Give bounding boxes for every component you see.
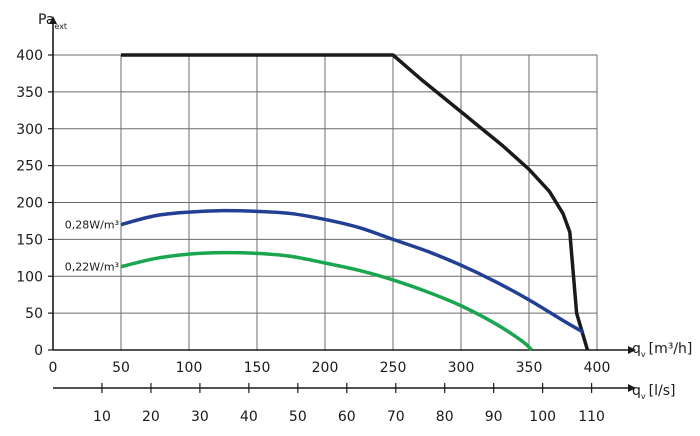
series-label-1: 0,28W/m³ <box>65 219 119 232</box>
x-tick-label: 100 <box>176 360 203 376</box>
x-tick-label: 250 <box>380 360 407 376</box>
y-axis-arrow <box>49 16 57 24</box>
y-tick-label: 300 <box>16 122 43 138</box>
x-tick-label: 0 <box>49 360 58 376</box>
series-label-2: 0,22W/m³ <box>65 261 119 274</box>
series-lines: 0,28W/m³ 0,22W/m³ <box>65 53 590 352</box>
y-tick-label: 100 <box>16 269 43 285</box>
x-tick-label: 400 <box>584 360 611 376</box>
secondary-x-tick-label: 60 <box>338 409 356 425</box>
secondary-x-tick-label: 110 <box>578 409 605 425</box>
y-axis-label: Paext <box>38 12 67 31</box>
axes: 0 50 100 150 200 250 300 350 400 0 50 100 150 200 250 3… <box>16 16 636 425</box>
x-tick-label: 50 <box>112 360 130 376</box>
secondary-x-tick-label: 90 <box>485 409 503 425</box>
x-axis-label: qv [m³/h] <box>632 341 692 359</box>
x-axis-arrow <box>628 346 636 354</box>
secondary-x-tick-label: 100 <box>529 409 556 425</box>
y-tick-label: 150 <box>16 232 43 248</box>
secondary-x-tick-label: 70 <box>387 409 405 425</box>
series-line-0 <box>121 53 590 351</box>
secondary-x-tick-label: 30 <box>191 409 209 425</box>
series-line-1 <box>120 208 585 334</box>
y-tick-label: 250 <box>16 159 43 175</box>
axis-labels: Paext qv [m³/h] qv [l/s] <box>38 12 692 401</box>
series-line-2 <box>120 250 533 352</box>
secondary-x-tick-label: 20 <box>142 409 160 425</box>
y-tick-label: 200 <box>16 196 43 212</box>
x-tick-label: 300 <box>448 360 475 376</box>
y-tick-label: 0 <box>34 343 43 359</box>
secondary-x-tick-label: 80 <box>436 409 454 425</box>
secondary-x-axis-label: qv [l/s] <box>632 383 675 401</box>
secondary-x-axis-arrow <box>628 384 636 392</box>
secondary-x-tick-label: 40 <box>240 409 258 425</box>
y-tick-label: 400 <box>16 48 43 64</box>
y-tick-label: 350 <box>16 85 43 101</box>
x-tick-label: 150 <box>244 360 271 376</box>
x-tick-label: 200 <box>312 360 339 376</box>
secondary-x-tick-label: 50 <box>289 409 307 425</box>
grid <box>53 54 598 350</box>
y-tick-label: 50 <box>25 306 43 322</box>
secondary-x-tick-label: 10 <box>93 409 111 425</box>
x-tick-label: 350 <box>516 360 543 376</box>
